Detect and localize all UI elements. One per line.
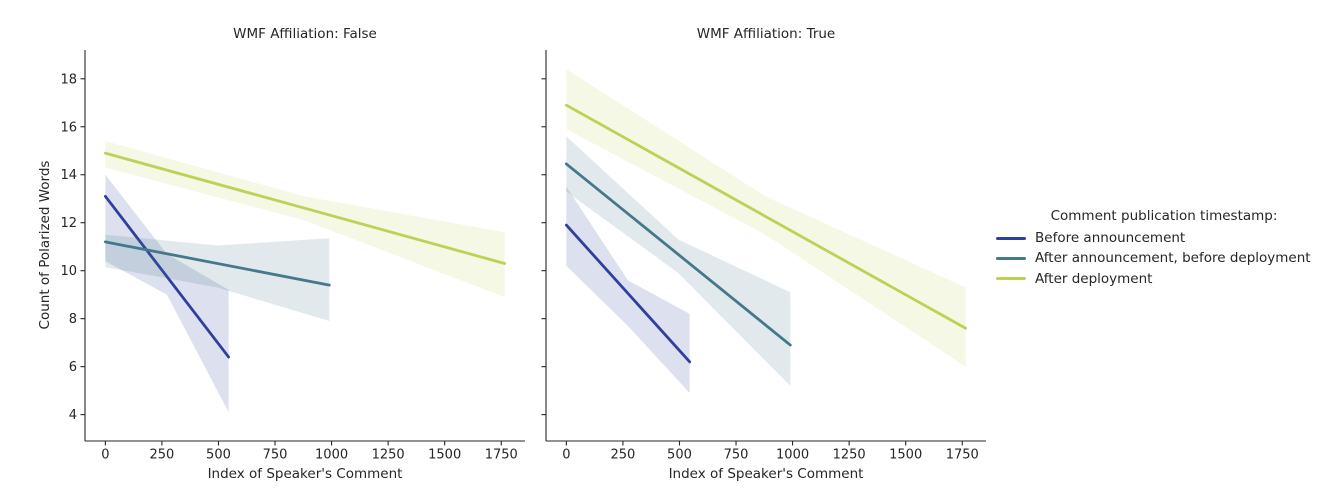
regression-line-after-announcement-before-deployment (103, 240, 331, 287)
x-tick-label: 1250 (833, 448, 866, 463)
x-tick-label: 750 (263, 448, 288, 463)
legend-entry: Before announcement (996, 228, 1332, 248)
facet-title-wmf-true: WMF Affiliation: True (696, 26, 836, 42)
x-tick-label: 1750 (946, 448, 979, 463)
legend-entry: After announcement, before deployment (996, 248, 1332, 268)
ci-band-after-announcement-before-deployment (105, 234, 330, 322)
regression-line-after-deployment (103, 151, 507, 265)
legend-title: Comment publication timestamp: (1050, 208, 1278, 224)
legend-entry-label: After deployment (1035, 270, 1153, 287)
regression-line-after-deployment (564, 103, 968, 330)
y-tick-label: 16 (60, 120, 77, 135)
y-tick-label: 18 (60, 72, 77, 87)
legend-entry-label: After announcement, before deployment (1035, 250, 1311, 267)
x-tick-label: 1250 (372, 448, 405, 463)
ci-band-before-announcement (105, 174, 229, 413)
x-tick-label: 1500 (889, 448, 922, 463)
x-tick-label: 1750 (485, 448, 518, 463)
y-tick-label: 8 (69, 312, 77, 327)
y-tick-label: 4 (69, 408, 77, 423)
y-tick-label: 6 (69, 360, 77, 375)
x-tick-label: 750 (724, 448, 749, 463)
ci-band-after-announcement-before-deployment (566, 136, 791, 386)
legend-entry-label: Before announcement (1035, 230, 1186, 247)
y-tick-label: 10 (60, 264, 77, 279)
x-tick-label: 0 (562, 448, 570, 463)
regression-line-before-announcement (564, 223, 692, 364)
x-axis-label-left: Index of Speaker's Comment (207, 466, 403, 482)
x-tick-label: 1000 (315, 448, 348, 463)
regression-line-before-announcement (103, 194, 231, 359)
legend: Comment publication timestamp: Before an… (996, 206, 1332, 289)
x-tick-label: 1000 (776, 448, 809, 463)
x-tick-label: 500 (667, 448, 692, 463)
regression-line-after-announcement-before-deployment (564, 162, 792, 347)
x-tick-label: 250 (150, 448, 175, 463)
legend-line-swatch (996, 277, 1026, 281)
x-axis-label-right: Index of Speaker's Comment (668, 466, 864, 482)
x-tick-label: 500 (206, 448, 231, 463)
x-tick-label: 250 (611, 448, 636, 463)
legend-line-swatch (996, 256, 1026, 261)
ci-band-before-announcement (566, 186, 690, 394)
y-tick-label: 12 (60, 216, 77, 231)
legend-entry: After deployment (996, 269, 1332, 289)
facet-title-wmf-false: WMF Affiliation: False (233, 26, 377, 42)
legend-entries: Before announcement After announcement, b… (996, 228, 1332, 289)
x-tick-label: 0 (101, 448, 109, 463)
legend-line-swatch (996, 236, 1026, 240)
x-tick-label: 1500 (428, 448, 461, 463)
y-axis-label: Count of Polarized Words (37, 160, 53, 330)
y-tick-label: 14 (60, 168, 77, 183)
